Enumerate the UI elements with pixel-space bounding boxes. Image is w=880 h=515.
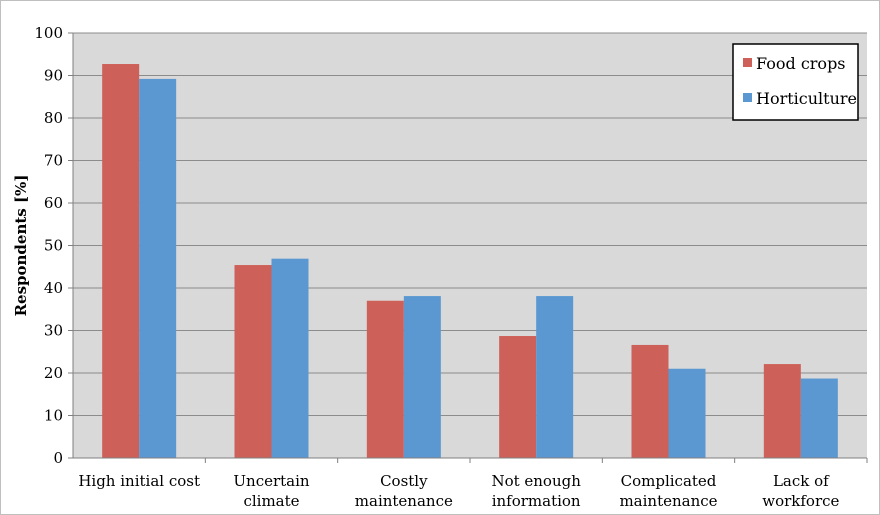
y-tick-label: 60 — [44, 194, 63, 212]
y-tick-label: 30 — [44, 322, 63, 340]
legend-label: Horticulture — [756, 89, 857, 108]
bar-food-crops — [367, 301, 404, 458]
x-tick-label: Uncertain — [233, 472, 310, 490]
legend: Food crops Horticulture — [733, 44, 858, 120]
bar-horticulture — [801, 379, 838, 458]
y-tick-label: 90 — [44, 67, 63, 85]
y-tick-label: 20 — [44, 364, 63, 382]
bar-horticulture — [139, 79, 176, 458]
y-tick-label: 70 — [44, 152, 63, 170]
x-tick-label: maintenance — [355, 492, 453, 510]
x-tick-label: High initial cost — [78, 472, 200, 490]
bar-horticulture — [536, 296, 573, 458]
y-tick-label: 80 — [44, 109, 63, 127]
x-tick-label: climate — [243, 492, 299, 510]
legend-swatch — [743, 58, 752, 67]
bar-food-crops — [632, 345, 669, 458]
bar-horticulture — [669, 369, 706, 458]
x-tick-label: Costly — [380, 472, 428, 490]
y-tick-label: 0 — [53, 449, 63, 467]
bar-food-crops — [499, 336, 536, 458]
x-tick-label: information — [492, 492, 581, 510]
y-tick-labels: 0 10 20 30 40 50 60 70 80 90 100 — [34, 24, 63, 467]
y-tick-label: 40 — [44, 279, 63, 297]
x-tick-label: maintenance — [619, 492, 717, 510]
bar-food-crops — [102, 64, 139, 458]
legend-swatch — [743, 93, 752, 102]
bar-food-crops — [235, 265, 272, 458]
bar-food-crops — [764, 364, 801, 458]
legend-label: Food crops — [756, 54, 846, 73]
x-tick-labels: High initial cost Uncertain climate Costly m… — [78, 472, 839, 510]
bar-horticulture — [272, 259, 309, 458]
x-tick-label: Complicated — [621, 472, 717, 490]
x-tick-label: Not enough — [491, 472, 581, 490]
bar-horticulture — [404, 296, 441, 458]
y-tick-label: 50 — [44, 237, 63, 255]
x-tick-label: workforce — [762, 492, 839, 510]
x-tick-label: Lack of — [773, 472, 830, 490]
y-axis-label: Respondents [%] — [12, 175, 30, 317]
y-tick-label: 10 — [44, 407, 63, 425]
y-tick-label: 100 — [34, 24, 63, 42]
